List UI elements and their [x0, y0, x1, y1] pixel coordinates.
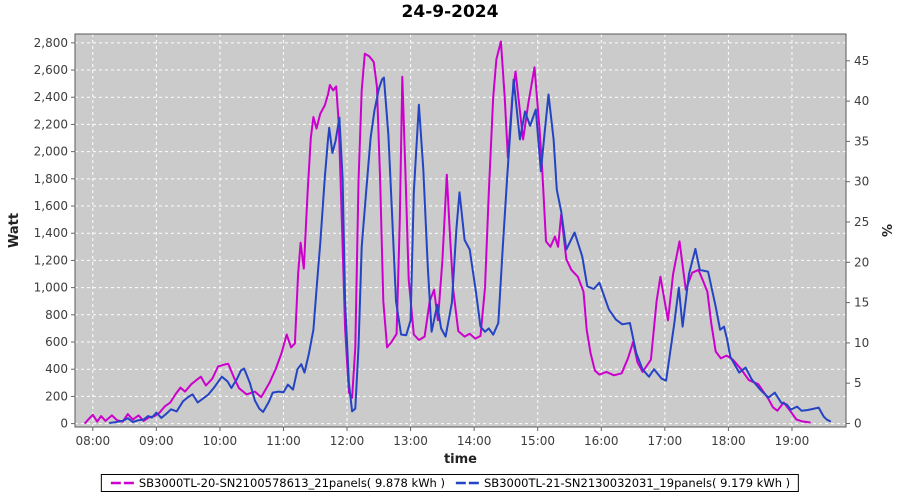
y-left-tick-label: 2,600 — [34, 63, 68, 77]
y-right-tick-label: 45 — [854, 54, 869, 68]
y-right-tick-label: 15 — [854, 296, 869, 310]
x-tick-label: 15:00 — [520, 434, 555, 448]
series-line-0 — [84, 40, 811, 424]
y-left-tick-label: 2,800 — [34, 36, 68, 50]
x-tick-label: 17:00 — [648, 434, 683, 448]
x-tick-label: 13:00 — [393, 434, 428, 448]
legend-line-swatch-blue — [456, 481, 479, 485]
y-left-tick-label: 1,000 — [34, 281, 68, 295]
y-left-tick-label: 2,400 — [34, 90, 68, 104]
x-tick-label: 16:00 — [584, 434, 619, 448]
y-left-tick-label: 2,200 — [34, 117, 68, 131]
x-tick-label: 14:00 — [457, 434, 492, 448]
x-axis-label: time — [444, 452, 477, 467]
y-left-tick-label: 1,800 — [34, 172, 68, 186]
legend-line-swatch-magenta — [110, 481, 134, 485]
plot-area: 02004006008001,0001,2001,4001,6001,8002,… — [7, 33, 893, 467]
y-left-tick-label: 600 — [45, 335, 68, 349]
chart-title: 24-9-2024 — [401, 2, 499, 22]
y-left-tick-label: 400 — [45, 362, 68, 376]
x-tick-label: 12:00 — [330, 434, 365, 448]
percent-axis-label: % — [878, 224, 893, 237]
legend-label: SB3000TL-20-SN2100578613_21panels( 9.878… — [138, 476, 445, 490]
series-line-1 — [109, 76, 832, 424]
legend-item-series-0: SB3000TL-20-SN2100578613_21panels( 9.878… — [110, 476, 445, 490]
y-right-tick-label: 30 — [854, 175, 869, 189]
y-right-tick-label: 5 — [854, 376, 862, 390]
y-right-tick-label: 35 — [854, 134, 869, 148]
y-right-tick-label: 10 — [854, 336, 869, 350]
legend-label: SB3000TL-21-SN2130032031_19panels( 9.179… — [484, 476, 791, 490]
y-left-tick-label: 800 — [45, 308, 68, 322]
y-left-tick-label: 200 — [45, 389, 68, 403]
watt-axis-label: Watt — [7, 213, 22, 248]
y-right-tick-label: 25 — [854, 215, 869, 229]
y-left-tick-label: 0 — [60, 417, 68, 431]
legend-item-series-1: SB3000TL-21-SN2130032031_19panels( 9.179… — [455, 476, 790, 490]
x-tick-label: 19:00 — [775, 434, 810, 448]
y-right-tick-label: 20 — [854, 255, 869, 269]
y-left-tick-label: 2,000 — [34, 145, 68, 159]
x-tick-label: 18:00 — [711, 434, 746, 448]
plot-border — [74, 33, 847, 428]
x-tick-label: 09:00 — [139, 434, 174, 448]
y-left-tick-label: 1,400 — [34, 226, 68, 240]
y-right-tick-label: 40 — [854, 94, 869, 108]
y-right-tick-label: 0 — [854, 417, 862, 431]
y-left-tick-label: 1,200 — [34, 253, 68, 267]
x-tick-label: 11:00 — [266, 434, 301, 448]
chart-legend: SB3000TL-20-SN2100578613_21panels( 9.878… — [100, 474, 800, 492]
y-left-tick-label: 1,600 — [34, 199, 68, 213]
plot-background — [75, 34, 846, 427]
x-tick-label: 10:00 — [203, 434, 238, 448]
x-tick-label: 08:00 — [76, 434, 111, 448]
